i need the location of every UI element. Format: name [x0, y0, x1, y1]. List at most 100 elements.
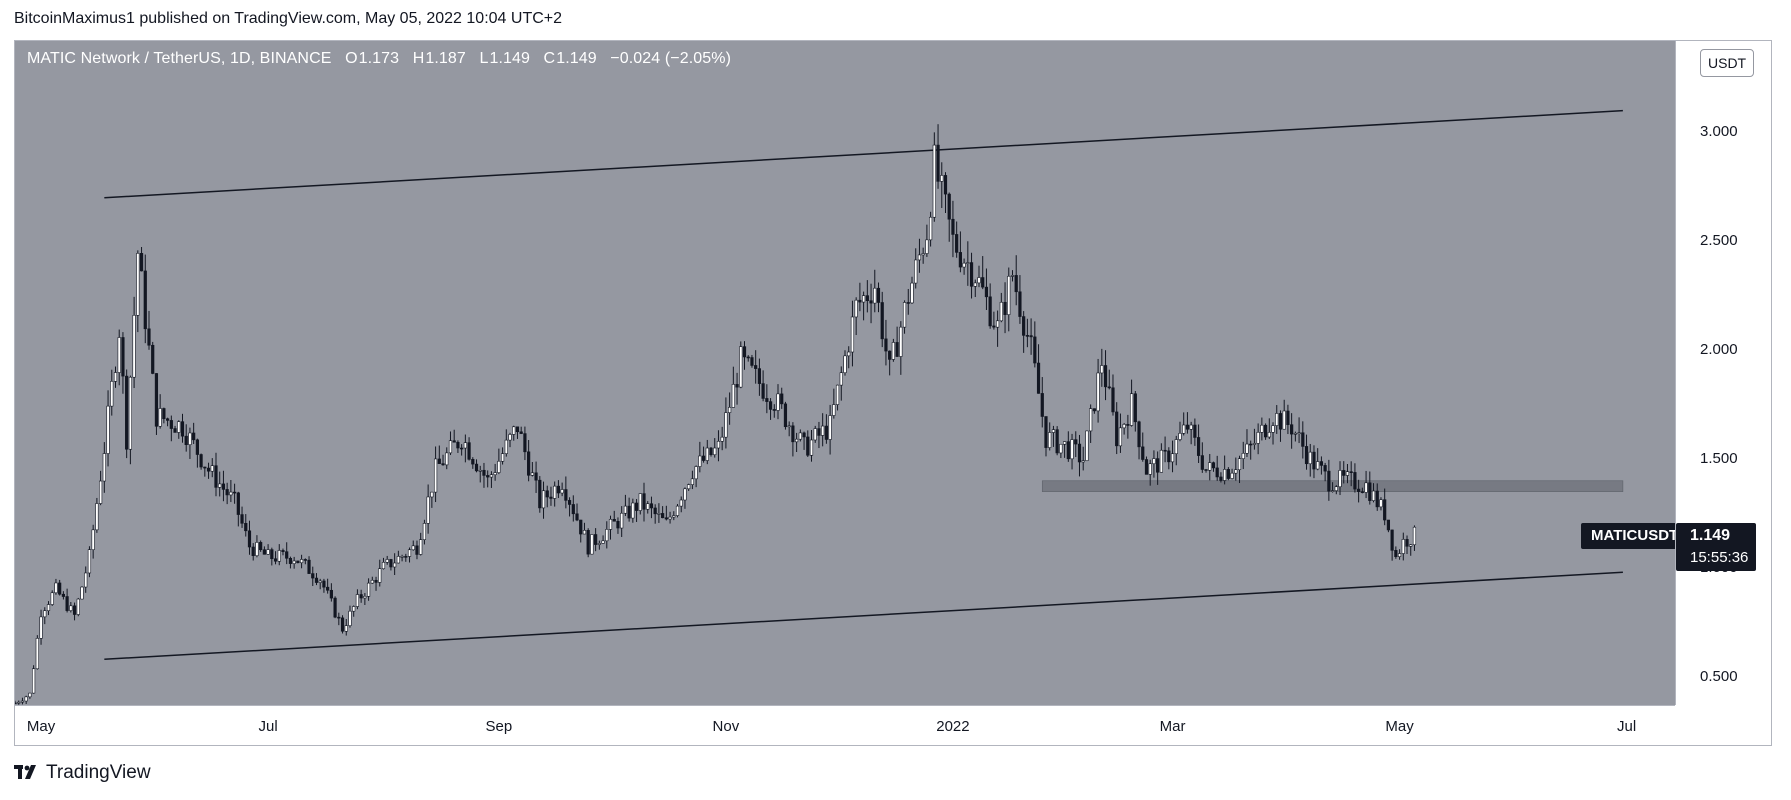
- candle-body: [1029, 335, 1033, 338]
- currency-button[interactable]: USDT: [1700, 49, 1755, 77]
- candle-body: [1383, 499, 1387, 521]
- candle-body: [575, 513, 579, 521]
- tradingview-logo-icon: [14, 765, 36, 779]
- candle-body: [143, 270, 147, 330]
- candle-body: [1323, 465, 1327, 472]
- candle-body: [389, 559, 393, 568]
- candle-body: [1074, 439, 1078, 445]
- tradingview-footer[interactable]: TradingView: [14, 762, 151, 784]
- candle-body: [1334, 486, 1338, 491]
- candle-body: [1196, 437, 1201, 456]
- candle-body: [151, 344, 155, 374]
- candle-body: [1226, 469, 1230, 479]
- candle-body: [776, 393, 780, 411]
- candle-body: [225, 489, 229, 496]
- candle-body: [422, 523, 427, 540]
- candle-body: [672, 515, 676, 518]
- candle-body: [1204, 469, 1208, 471]
- candle-body: [381, 562, 386, 570]
- candle-body: [76, 598, 80, 615]
- candle-body: [921, 253, 925, 256]
- candle-body: [430, 491, 434, 498]
- candle-body: [50, 592, 54, 605]
- candle-body: [91, 529, 95, 550]
- candle-body: [396, 556, 400, 564]
- candle-body: [352, 606, 356, 612]
- time-axis[interactable]: May Jul Sep Nov 2022 Mar May Jul: [15, 705, 1675, 745]
- candle-body: [497, 460, 501, 473]
- candle-body: [780, 393, 784, 405]
- candle-body: [1297, 432, 1301, 435]
- legend-close-label: C: [543, 50, 556, 67]
- candle-body: [195, 439, 199, 455]
- candle-body: [106, 405, 110, 454]
- candle-body: [657, 513, 661, 515]
- candle-body: [311, 573, 315, 579]
- candle-body: [1077, 443, 1082, 463]
- candle-body: [955, 234, 959, 253]
- candle-body: [117, 337, 121, 373]
- candle-body: [46, 604, 51, 612]
- candle-body: [1405, 539, 1409, 547]
- candle-body: [698, 455, 702, 467]
- candle-body: [988, 296, 992, 327]
- candle-body: [95, 503, 99, 531]
- candle-body: [262, 549, 266, 555]
- candle-body: [28, 692, 32, 698]
- candle-body: [932, 144, 936, 218]
- candle-body: [199, 454, 203, 468]
- candle-body: [977, 277, 981, 284]
- candle-body: [232, 491, 237, 494]
- candle-body: [1360, 491, 1364, 493]
- candle-body: [1234, 469, 1238, 474]
- candle-body: [1409, 544, 1413, 547]
- candle-body: [828, 415, 832, 440]
- x-tick-label: Jul: [1617, 718, 1637, 735]
- candle-body: [1211, 462, 1216, 469]
- candle-body: [1010, 275, 1015, 277]
- candle-body: [1089, 408, 1093, 432]
- candle-body: [370, 579, 374, 584]
- candle-body: [65, 596, 69, 611]
- candle-body: [121, 337, 125, 377]
- candle-body: [1368, 482, 1372, 501]
- candle-body: [136, 253, 140, 316]
- candle-body: [929, 216, 933, 241]
- candle-body: [1055, 429, 1059, 454]
- candle-body: [798, 432, 802, 440]
- candle-body: [1271, 425, 1275, 433]
- candle-body: [266, 549, 270, 555]
- candle-body: [474, 463, 479, 472]
- candle-body: [244, 523, 248, 532]
- candle-body: [1148, 463, 1152, 475]
- candle-body: [620, 512, 624, 529]
- candle-body: [1379, 499, 1383, 508]
- plot-area[interactable]: MATIC Network / TetherUS, 1D, BINANCE O1…: [15, 41, 1675, 705]
- candle-body: [981, 277, 985, 288]
- candle-body: [270, 549, 274, 560]
- candle-body: [24, 696, 28, 702]
- candle-body: [701, 455, 706, 461]
- candle-body: [873, 287, 877, 304]
- candle-body: [32, 668, 36, 694]
- candle-body: [1141, 446, 1145, 460]
- candle-body: [460, 447, 464, 450]
- candle-body: [489, 474, 494, 478]
- candle-body: [247, 530, 252, 548]
- candle-body: [1223, 469, 1227, 481]
- candle-body: [139, 253, 144, 272]
- candle-body: [374, 579, 378, 583]
- candle-body: [482, 469, 486, 476]
- candle-body: [936, 144, 940, 182]
- candle-body: [1304, 446, 1309, 465]
- candle-body: [69, 605, 73, 611]
- candle-body: [608, 518, 613, 530]
- candle-body: [761, 383, 765, 399]
- candle-body: [329, 589, 333, 599]
- candle-body: [39, 616, 43, 639]
- candle-body: [162, 408, 166, 420]
- candle-body: [1152, 458, 1156, 465]
- candle-body: [556, 485, 561, 494]
- candle-body: [843, 355, 847, 374]
